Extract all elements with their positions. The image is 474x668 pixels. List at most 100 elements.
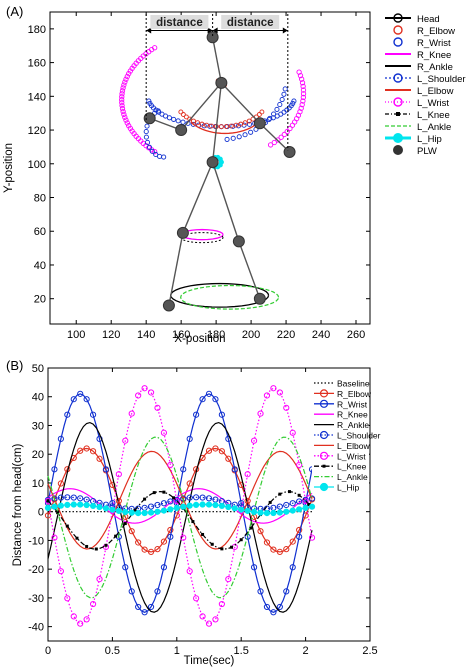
series-marker — [239, 538, 243, 542]
series-marker — [94, 547, 98, 551]
series-marker — [270, 385, 277, 392]
y-tick-label: -10 — [28, 535, 44, 547]
series-marker — [257, 588, 264, 595]
series-marker — [160, 500, 168, 507]
series-marker — [64, 501, 71, 508]
series-marker — [212, 501, 219, 509]
series-marker — [210, 542, 214, 546]
series-marker — [199, 494, 206, 501]
series-marker — [283, 404, 290, 411]
plot-a-content: distance distance — [119, 14, 307, 312]
series-marker — [307, 502, 311, 506]
series-line-l-ankle — [47, 436, 313, 599]
series-marker — [244, 471, 251, 478]
plot-b-content — [44, 385, 316, 627]
plot-b-frame — [47, 367, 371, 642]
series-marker — [212, 616, 219, 623]
series-marker — [154, 501, 161, 509]
series-marker — [122, 564, 129, 571]
series-marker — [263, 603, 271, 611]
trajectory-r-wrist — [166, 115, 172, 121]
series-marker — [193, 411, 200, 418]
series-marker — [89, 502, 97, 509]
trajectory-l-wrist — [287, 125, 293, 132]
series-marker — [167, 498, 174, 505]
series-marker — [302, 497, 309, 505]
x-tick-label: 260 — [347, 329, 365, 341]
trajectory-r-wrist — [266, 116, 272, 122]
y-tick-label: 160 — [28, 58, 46, 70]
series-line-l-shoulder — [47, 496, 313, 510]
trajectory-l-wrist — [122, 79, 128, 85]
series-marker — [128, 410, 135, 417]
series-marker — [186, 435, 193, 442]
series-marker — [225, 575, 232, 583]
trajectory-l-wrist — [122, 114, 128, 120]
series-marker — [70, 396, 77, 403]
series-marker — [193, 595, 200, 602]
series-marker — [167, 533, 174, 540]
series-marker — [238, 506, 245, 513]
trajectory-r-wrist — [279, 96, 285, 103]
distance-label: distance — [227, 17, 274, 29]
trajectory-r-elbow — [228, 123, 234, 129]
series-marker — [276, 603, 283, 611]
y-tick-label: 80 — [34, 193, 46, 205]
skeleton-bone — [180, 82, 222, 131]
series-marker — [147, 603, 155, 611]
y-tick-label: 180 — [28, 24, 46, 36]
x-tick-label: 2 — [303, 645, 309, 657]
series-marker — [276, 509, 283, 516]
trajectory-r-wrist — [171, 116, 177, 122]
series-marker — [83, 445, 90, 452]
series-marker — [77, 447, 84, 454]
series-marker — [205, 447, 213, 454]
series-marker — [77, 390, 84, 397]
series-marker — [77, 495, 84, 502]
trajectory-r-wrist — [144, 139, 151, 146]
trajectory-l-wrist — [284, 128, 290, 135]
trajectory-r-elbow — [191, 118, 196, 124]
series-marker — [128, 528, 135, 535]
distance-label-bg — [150, 15, 209, 29]
series-marker — [65, 524, 69, 528]
series-marker — [115, 471, 122, 478]
skeleton-bone — [211, 161, 240, 242]
series-marker — [64, 494, 71, 501]
series-line-l-wrist — [47, 387, 313, 625]
trajectory-r-wrist — [180, 119, 186, 125]
legend-label: Baseline — [337, 379, 370, 389]
legend-label: Head — [417, 14, 440, 25]
y-tick-label: 20 — [34, 294, 46, 306]
trajectory-l-wrist — [127, 68, 133, 74]
series-marker — [109, 506, 116, 513]
series-marker — [89, 600, 97, 608]
series-marker — [160, 507, 168, 514]
plw-point — [232, 235, 245, 248]
series-marker — [89, 448, 97, 455]
plw-point — [253, 292, 266, 305]
series-marker — [270, 609, 277, 616]
x-tick-label: 2.5 — [362, 645, 377, 657]
x-tick-label: 220 — [277, 329, 295, 341]
series-marker — [51, 503, 58, 510]
series-marker — [51, 466, 58, 473]
series-marker — [83, 616, 90, 623]
legend-label: L_Knee — [417, 110, 450, 121]
trajectory-l-wrist — [271, 139, 277, 146]
y-tick-label: 140 — [28, 91, 46, 103]
series-marker — [147, 509, 155, 516]
series-marker — [244, 507, 251, 515]
series-line-l-elbow — [47, 450, 313, 550]
series-line-r-ankle — [47, 421, 313, 613]
series-marker — [152, 491, 156, 495]
plw-point — [253, 117, 266, 130]
plot-a-ticks: 100 120 140 160 180 200 220 240 260 20 40 60 80 100 12… — [28, 12, 370, 341]
trajectory-l-wrist — [300, 98, 306, 104]
trajectory-r-elbow — [246, 118, 252, 124]
trajectory-r-wrist — [149, 148, 155, 154]
trajectory-l-wrist — [123, 76, 129, 82]
y-tick-label: -30 — [28, 593, 44, 605]
y-tick-label: 60 — [34, 226, 46, 238]
legend-marker — [393, 25, 403, 35]
